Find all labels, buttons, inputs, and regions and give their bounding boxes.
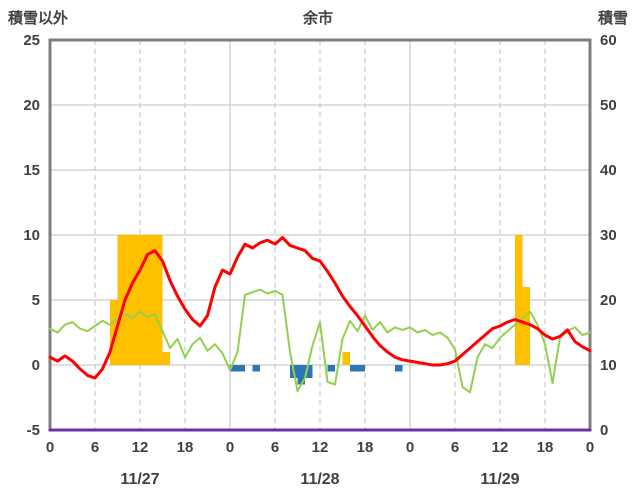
orange-bars-bar xyxy=(140,235,148,365)
left-axis-tick: 20 xyxy=(23,97,40,114)
blue-bars-bar xyxy=(230,365,238,372)
orange-bars-bar xyxy=(147,235,155,365)
blue-bars-bar xyxy=(305,365,313,378)
right-axis-tick: 10 xyxy=(600,357,617,374)
orange-bars-bar xyxy=(342,352,350,365)
x-axis-tick: 0 xyxy=(406,439,414,456)
right-axis-tick: 40 xyxy=(600,162,617,179)
orange-bars-bar xyxy=(162,352,170,365)
blue-bars-bar xyxy=(252,365,260,372)
left-axis-tick: 15 xyxy=(23,162,40,179)
right-axis-tick: 30 xyxy=(600,227,617,244)
blue-bars-bar xyxy=(350,365,358,372)
x-axis-tick: 12 xyxy=(492,439,509,456)
date-label: 11/29 xyxy=(480,471,519,488)
right-axis-tick: 20 xyxy=(600,292,617,309)
left-axis-tick: -5 xyxy=(27,422,40,439)
orange-bars-bar xyxy=(515,235,523,365)
orange-bars-bar xyxy=(110,300,118,365)
blue-bars-bar xyxy=(357,365,365,372)
date-label: 11/28 xyxy=(300,471,339,488)
x-axis-tick: 12 xyxy=(312,439,329,456)
blue-bars-series xyxy=(230,365,403,385)
left-axis-tick: 10 xyxy=(23,227,40,244)
orange-bars-bar xyxy=(155,235,163,365)
x-axis-tick: 0 xyxy=(46,439,54,456)
right-axis-tick: 50 xyxy=(600,97,617,114)
left-axis-tick: 0 xyxy=(32,357,40,374)
date-label: 11/27 xyxy=(120,471,159,488)
right-axis-tick: 0 xyxy=(600,422,608,439)
x-axis-tick: 18 xyxy=(357,439,374,456)
left-axis-title: 積雪以外 xyxy=(8,10,69,27)
x-axis-tick: 0 xyxy=(586,439,594,456)
blue-bars-bar xyxy=(395,365,403,372)
right-axis-title: 積雪 xyxy=(597,10,628,27)
chart-title: 余市 xyxy=(302,10,333,27)
x-axis-tick: 6 xyxy=(91,439,99,456)
orange-bars-bar xyxy=(125,235,133,365)
blue-bars-bar xyxy=(237,365,245,372)
blue-bars-bar xyxy=(297,365,305,385)
x-axis-tick: 6 xyxy=(271,439,279,456)
orange-bars-bar xyxy=(132,235,140,365)
x-axis-tick: 18 xyxy=(537,439,554,456)
orange-bars-bar xyxy=(117,235,125,365)
left-axis-tick: 25 xyxy=(23,32,40,49)
orange-bars-series xyxy=(110,235,530,365)
blue-bars-bar xyxy=(327,365,335,372)
orange-bars-bar xyxy=(522,287,530,365)
left-axis-tick: 5 xyxy=(32,292,40,309)
x-axis-tick: 12 xyxy=(132,439,149,456)
x-axis-tick: 6 xyxy=(451,439,459,456)
right-axis-tick: 60 xyxy=(600,32,617,49)
x-axis-tick: 0 xyxy=(226,439,234,456)
red-line xyxy=(48,236,592,380)
green-line xyxy=(49,288,591,394)
x-axis-tick: 18 xyxy=(177,439,194,456)
